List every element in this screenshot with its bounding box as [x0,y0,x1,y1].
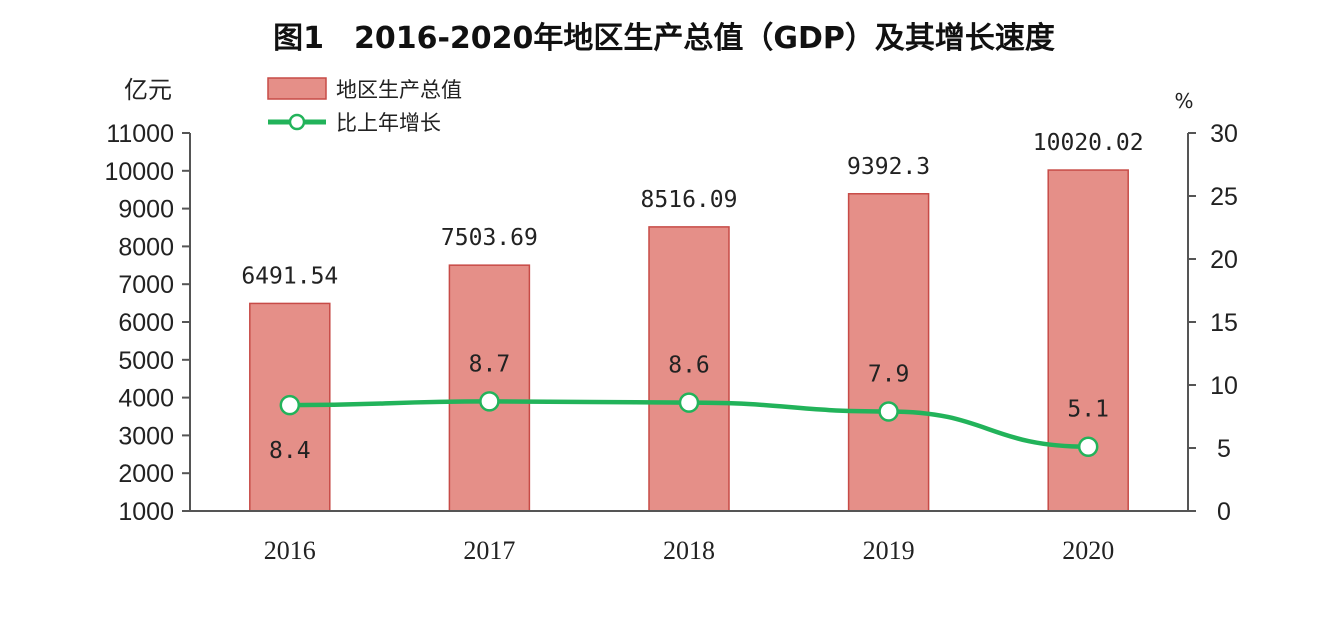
left-tick-label: 9000 [118,196,174,224]
bar-value-labels: 6491.54 7503.69 8516.09 9392.3 10020.02 [241,130,1143,289]
growth-point [1077,436,1099,457]
right-tick-label: 10 [1210,372,1238,400]
left-tick-label: 6000 [118,309,174,337]
bar-series [249,169,1129,512]
growth-point [279,394,301,416]
left-tick-label: 5000 [118,347,174,375]
right-tick-label: 15 [1210,309,1238,337]
x-tick-label: 2016 [264,536,316,565]
gdp-bar-label: 7503.69 [441,225,538,251]
growth-point [678,392,700,413]
left-tick-label: 3000 [118,422,174,450]
left-tick-label: 2000 [118,460,174,488]
growth-point [479,391,500,412]
x-axis-ticks: 2016 2017 2018 2019 2020 [264,536,1114,565]
right-tick-label: 20 [1210,246,1238,274]
gdp-bar [847,193,930,512]
growth-value-labels: 8.4 8.7 8.6 7.9 5.1 [269,351,1109,464]
left-axis-unit: 亿元 [124,76,172,104]
legend-line-marker [288,113,306,131]
legend-line-label: 比上年增长 [336,111,441,135]
right-axis-unit: % [1174,89,1193,113]
left-tick-label: 4000 [118,385,174,413]
growth-value-label: 8.6 [668,353,710,379]
x-tick-label: 2020 [1062,536,1114,565]
gdp-bar [1047,169,1129,512]
left-tick-label: 1000 [118,498,174,526]
gdp-bar-label: 6491.54 [241,263,338,289]
growth-value-label: 5.1 [1067,397,1109,423]
x-tick-label: 2017 [463,536,515,565]
right-tick-label: 0 [1217,498,1231,526]
left-tick-label: 10000 [104,158,174,186]
gdp-bar [648,226,730,512]
growth-value-label: 8.7 [469,351,511,377]
growth-line-series [279,391,1099,457]
left-axis-ticks: 1000 2000 3000 4000 5000 6000 7000 8000 9000 1000… [104,120,190,526]
left-tick-label: 8000 [118,233,174,261]
right-tick-label: 25 [1210,183,1238,211]
growth-point [878,401,899,422]
gdp-bar-label: 8516.09 [641,187,738,213]
legend-bar-label: 地区生产总值 [336,78,462,102]
right-tick-label: 5 [1217,435,1231,463]
growth-value-label: 8.4 [269,438,311,464]
legend-bar-swatch [267,77,327,100]
x-tick-label: 2018 [663,536,715,565]
x-tick-label: 2019 [863,536,915,565]
growth-value-label: 7.9 [868,361,910,387]
right-axis-ticks: 0 5 10 15 20 25 30 [1188,120,1238,526]
legend: 地区生产总值 比上年增长 [267,77,462,135]
right-tick-label: 30 [1210,120,1238,148]
left-tick-label: 7000 [118,271,174,299]
chart-title: 图1 2016-2020年地区生产总值（GDP）及其增长速度 [273,21,1055,56]
gdp-bar-label: 9392.3 [847,154,930,180]
gdp-bar-label: 10020.02 [1033,130,1144,156]
gdp-bar [448,264,531,512]
left-tick-label: 11000 [106,120,174,148]
